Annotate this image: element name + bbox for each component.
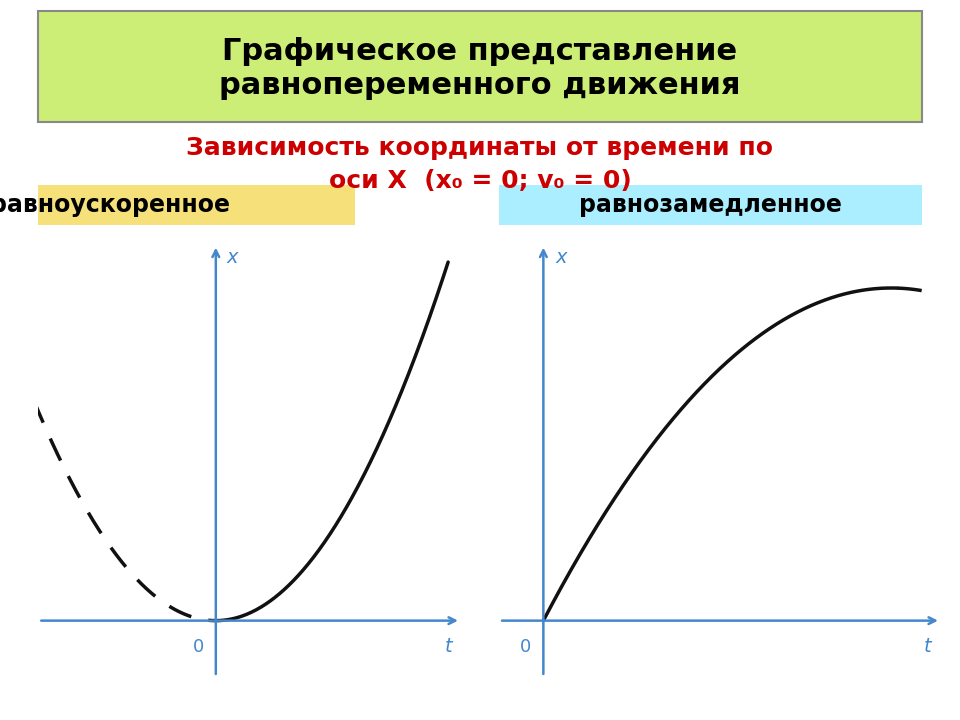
Text: 0: 0	[520, 638, 531, 655]
Text: Графическое представление
равнопеременного движения: Графическое представление равнопеременно…	[219, 37, 741, 99]
Text: x: x	[227, 248, 238, 267]
Text: оси X  (x₀ = 0; v₀ = 0): оси X (x₀ = 0; v₀ = 0)	[328, 169, 632, 194]
Text: 0: 0	[193, 638, 204, 655]
Text: x: x	[555, 248, 566, 267]
Text: t: t	[444, 637, 452, 656]
Text: Зависимость координаты от времени по: Зависимость координаты от времени по	[186, 135, 774, 160]
Text: t: t	[924, 637, 931, 656]
Text: равнозамедленное: равнозамедленное	[579, 193, 842, 217]
Text: равноускоренное: равноускоренное	[0, 193, 230, 217]
